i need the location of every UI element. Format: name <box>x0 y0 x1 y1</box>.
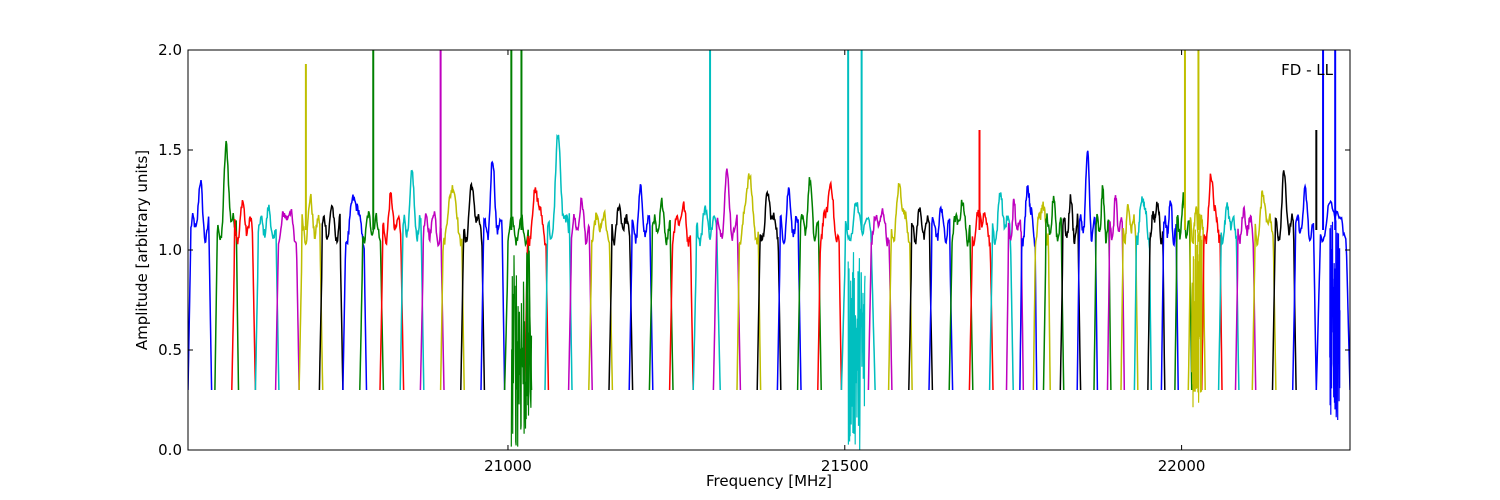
sub-band-line-47 <box>1120 203 1139 391</box>
plot-area <box>188 50 1350 450</box>
dropout-noise-0 <box>510 250 533 447</box>
sub-band-line-49 <box>1147 201 1166 391</box>
sub-band-line-56 <box>1251 190 1277 391</box>
sub-band-line-5 <box>298 193 324 391</box>
chart-annotation: FD - LL <box>1281 61 1333 79</box>
sub-band-line-59 <box>1315 199 1350 391</box>
dropout-noise-2 <box>1191 213 1203 408</box>
sub-band-line-46 <box>1106 195 1126 391</box>
sub-band-line-29 <box>796 177 822 391</box>
sub-band-line-55 <box>1234 204 1257 391</box>
x-tick-label: 22000 <box>1158 457 1206 475</box>
sub-band-line-9 <box>379 191 405 391</box>
y-tick-label: 0.0 <box>158 441 182 459</box>
x-axis-label: Frequency [MHz] <box>706 472 832 490</box>
sub-band-line-19 <box>588 208 614 391</box>
sub-band-line-44 <box>1076 150 1099 391</box>
sub-band-line-30 <box>817 180 843 391</box>
sub-band-line-58 <box>1291 183 1318 391</box>
sub-band-line-45 <box>1093 185 1112 391</box>
sub-band-line-18 <box>567 197 593 391</box>
sub-band-line-57 <box>1271 170 1297 391</box>
sub-band-line-52 <box>1187 206 1206 391</box>
sub-band-line-50 <box>1160 200 1179 391</box>
sub-band-line-21 <box>628 184 654 391</box>
sub-band-line-12 <box>439 185 465 391</box>
y-tick-label: 0.5 <box>158 341 182 359</box>
sub-band-line-34 <box>908 207 934 391</box>
sub-band-line-22 <box>648 197 674 391</box>
x-axis-ticks: 21000 21500 22000 <box>484 50 1205 475</box>
sub-band-line-41 <box>1032 201 1051 391</box>
y-tick-label: 1.0 <box>158 241 182 259</box>
sub-band-line-36 <box>948 199 974 391</box>
sub-band-line-37 <box>968 209 994 391</box>
sub-band-line-6 <box>318 204 344 391</box>
sub-band-line-11 <box>419 211 445 391</box>
sub-band-line-43 <box>1059 194 1082 391</box>
sub-band-line-53 <box>1201 173 1223 391</box>
sub-band-line-27 <box>756 189 782 391</box>
sub-band-line-4 <box>274 208 300 391</box>
sub-band-line-24 <box>692 205 721 391</box>
sub-band-line-28 <box>776 187 802 391</box>
sub-band-line-8 <box>359 211 385 391</box>
sub-band-line-13 <box>460 181 486 391</box>
sub-band-line-51 <box>1174 192 1193 391</box>
sub-band-line-48 <box>1133 196 1153 391</box>
y-tick-label: 1.5 <box>158 141 182 159</box>
sub-band-line-3 <box>254 204 280 391</box>
sub-band-line-2 <box>231 199 257 391</box>
y-axis-label: Amplitude [arbitrary units] <box>133 150 151 350</box>
sub-band-line-38 <box>988 192 1014 391</box>
sub-band-line-25 <box>712 168 742 391</box>
sub-band-line-32 <box>867 208 893 391</box>
sub-band-line-20 <box>608 202 634 391</box>
dropout-noise-3 <box>1329 220 1341 421</box>
sub-band-line-0 <box>188 179 213 391</box>
x-tick-label: 21000 <box>484 457 532 475</box>
sub-band-line-31 <box>840 202 876 391</box>
x-tick-label: 21500 <box>821 457 869 475</box>
sub-band-line-23 <box>668 201 694 391</box>
sub-band-line-16 <box>524 187 550 391</box>
y-axis-ticks: 0.0 0.5 1.0 1.5 2.0 <box>158 41 1350 459</box>
sub-band-line-54 <box>1217 202 1240 391</box>
dropout-noise-1 <box>847 252 866 450</box>
sub-band-line-39 <box>1005 198 1025 391</box>
sub-band-line-26 <box>736 173 762 391</box>
sub-band-line-10 <box>399 169 425 391</box>
sub-band-line-14 <box>480 160 506 391</box>
sub-band-line-33 <box>887 183 913 391</box>
sub-band-line-17 <box>544 133 573 391</box>
sub-band-line-40 <box>1019 185 1038 391</box>
sub-band-line-35 <box>928 205 954 391</box>
sub-band-line-42 <box>1042 195 1065 391</box>
y-tick-label: 2.0 <box>158 41 182 59</box>
